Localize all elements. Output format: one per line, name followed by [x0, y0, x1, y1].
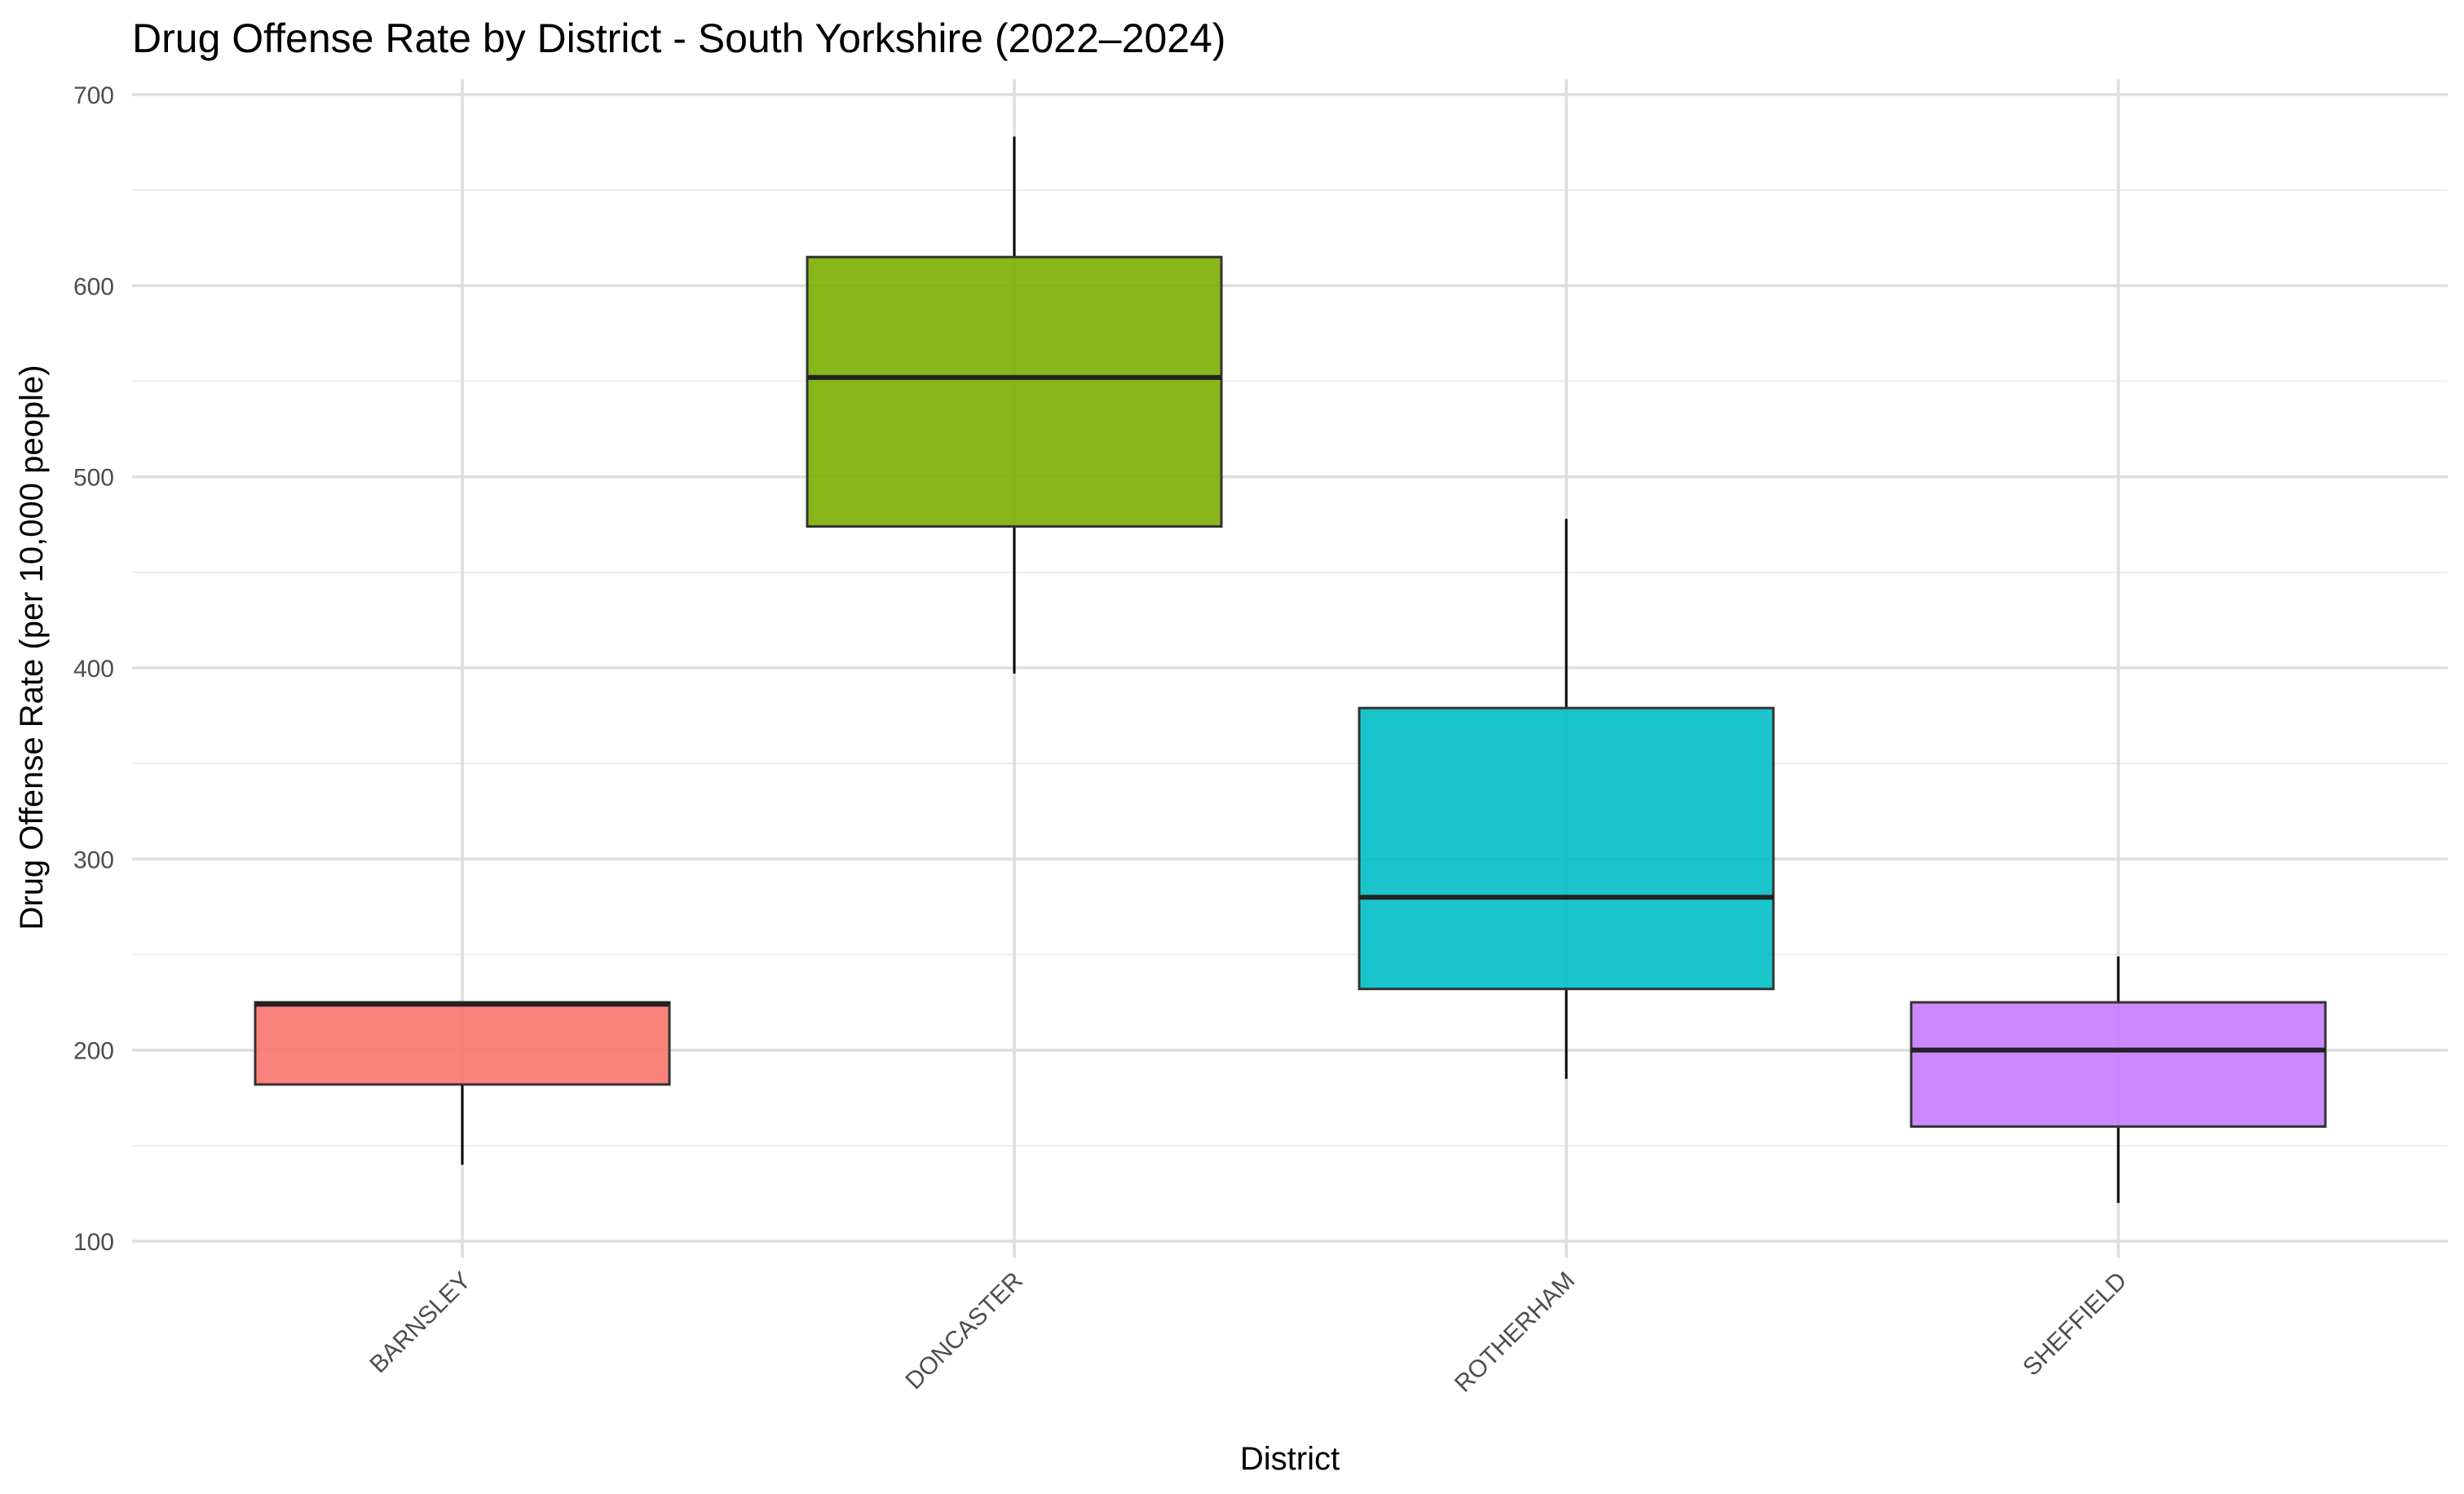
y-axis-title: Drug Offense Rate (per 10,000 people) [14, 365, 50, 930]
x-tick-label: BARNSLEY [364, 1267, 476, 1379]
chart-title: Drug Offense Rate by District - South Yo… [132, 15, 1225, 61]
y-tick-label: 700 [73, 82, 114, 109]
x-tick-label: ROTHERHAM [1450, 1267, 1580, 1398]
y-tick-label: 100 [73, 1229, 114, 1256]
y-axis-ticks: 100 200 300 400 500 600 700 [73, 82, 114, 1256]
y-tick-label: 200 [73, 1038, 114, 1065]
whiskers [461, 136, 2120, 1204]
x-axis-title: District [1240, 1441, 1340, 1477]
boxes [254, 255, 2327, 1128]
y-tick-label: 300 [73, 846, 114, 873]
box-barnsley [254, 1001, 671, 1086]
y-tick-label: 600 [73, 273, 114, 300]
x-axis-ticks: BARNSLEY DONCASTER ROTHERHAM SHEFFIELD [364, 1267, 2132, 1398]
box-doncaster [806, 255, 1223, 528]
x-tick-label: DONCASTER [900, 1267, 1028, 1395]
y-tick-label: 400 [73, 656, 114, 683]
x-tick-label: SHEFFIELD [2018, 1267, 2132, 1381]
box-sheffield [1910, 1001, 2327, 1128]
box-rotherham [1358, 706, 1775, 991]
y-tick-label: 500 [73, 465, 114, 492]
